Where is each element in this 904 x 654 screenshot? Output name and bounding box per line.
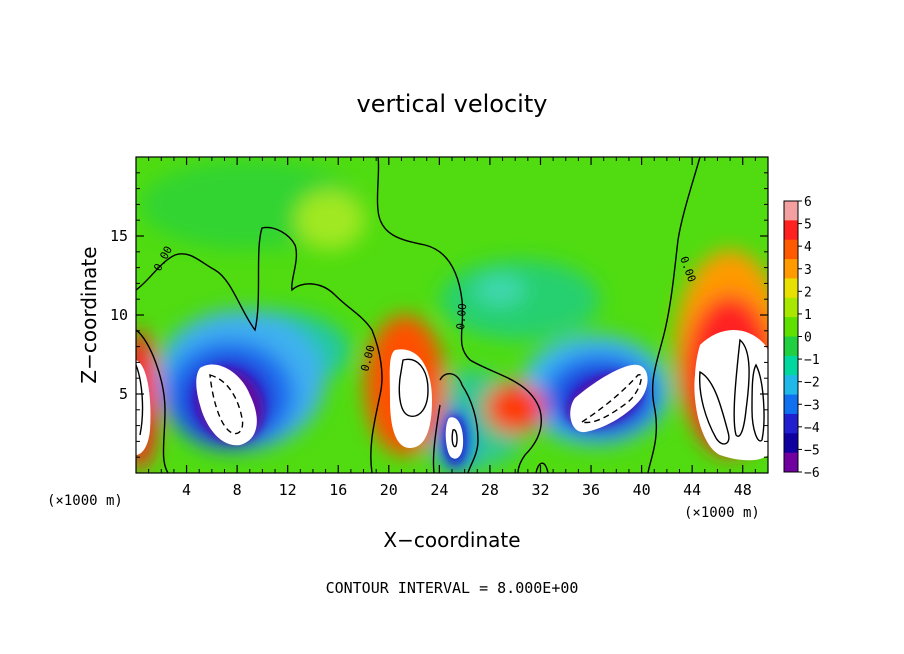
- inner-contour: [451, 429, 458, 448]
- x-axis-title: X−coordinate: [383, 528, 520, 552]
- inner-contour: [136, 364, 144, 436]
- colorbar-swatch: [784, 336, 798, 357]
- plot-field: 0.00 0.00 0.00 0.00: [136, 157, 768, 473]
- colorbar-swatch: [784, 413, 798, 434]
- zero-contour: [136, 329, 169, 473]
- x-tick-label: 36: [582, 481, 600, 499]
- colorbar-swatch: [784, 433, 798, 454]
- x-tick-label: 12: [279, 481, 297, 499]
- field-patch: [475, 275, 525, 305]
- contour-lines: [136, 157, 765, 473]
- colorbar-label: −1: [804, 353, 820, 368]
- colorbar-label: −6: [804, 466, 820, 481]
- x-tick-label: 8: [233, 481, 242, 499]
- core-right-downdraft: [570, 364, 648, 433]
- x-tick-label: 48: [734, 481, 752, 499]
- x-tick-label: 20: [380, 481, 398, 499]
- colorbar: 6 5 4 3 2 1 0 −1 −2 −3 −4 −5 −6: [783, 195, 820, 481]
- inner-contour: [698, 370, 730, 445]
- y-tick-label: 15: [110, 227, 128, 245]
- contour-label: 0.00: [454, 303, 469, 331]
- colorbar-label: 6: [804, 195, 812, 210]
- negative-contour: [209, 374, 244, 435]
- field-patch: [485, 383, 545, 433]
- colorbar-swatch: [784, 375, 798, 396]
- chart-title: vertical velocity: [357, 90, 548, 118]
- inner-contour: [751, 363, 765, 442]
- zero-contour: [136, 226, 383, 473]
- colorbar-swatch: [784, 201, 798, 221]
- zero-contour: [432, 404, 441, 473]
- y-tick-label: 5: [119, 385, 128, 403]
- colorbar-label: 1: [804, 308, 812, 323]
- colorbar-label: 5: [804, 218, 812, 233]
- colorbar-swatch: [784, 355, 798, 376]
- colorbar-label: 3: [804, 263, 812, 278]
- inner-contour: [733, 338, 750, 437]
- x-tick-label: 40: [633, 481, 651, 499]
- zero-contour: [535, 462, 549, 473]
- colorbar-swatch: [784, 239, 798, 260]
- x-tick-label: 4: [182, 481, 191, 499]
- zero-contour: [439, 373, 479, 473]
- colorbar-swatch: [784, 452, 798, 473]
- colorbar-swatch: [784, 278, 798, 299]
- colorbar-swatch: [784, 317, 798, 337]
- colorbar-label: 2: [804, 285, 812, 300]
- colorbar-swatch: [784, 297, 798, 318]
- colorbar-label: −4: [804, 421, 820, 436]
- negative-contour: [580, 374, 642, 424]
- colorbar-label: 0: [804, 331, 812, 346]
- x-unit-right: (×1000 m): [684, 505, 760, 521]
- inner-contour: [398, 358, 429, 417]
- colorbar-swatch: [784, 220, 798, 241]
- field-patch: [440, 260, 600, 340]
- colorbar-swatch: [784, 259, 798, 279]
- core-small-downdraft: [445, 417, 464, 459]
- x-tick-label: 28: [481, 481, 499, 499]
- colorbar-label: 4: [804, 240, 812, 255]
- x-tick-label: 24: [430, 481, 448, 499]
- zero-contour: [647, 157, 701, 473]
- colorbar-swatch: [784, 394, 798, 415]
- x-tick-label: 16: [329, 481, 347, 499]
- colorbar-label: −3: [804, 398, 820, 413]
- y-axis-title: Z−coordinate: [77, 246, 101, 383]
- colorbar-label: −2: [804, 376, 820, 391]
- colorbar-label: −5: [804, 443, 820, 458]
- x-tick-label: 44: [683, 481, 701, 499]
- x-unit-left: (×1000 m): [47, 493, 123, 509]
- field-patch: [295, 190, 365, 250]
- contour-interval-note: CONTOUR INTERVAL = 8.000E+00: [326, 579, 579, 597]
- zero-contour: [376, 157, 542, 473]
- x-tick-label: 32: [531, 481, 549, 499]
- y-tick-label: 10: [110, 306, 128, 324]
- core-right-updraft: [694, 330, 768, 461]
